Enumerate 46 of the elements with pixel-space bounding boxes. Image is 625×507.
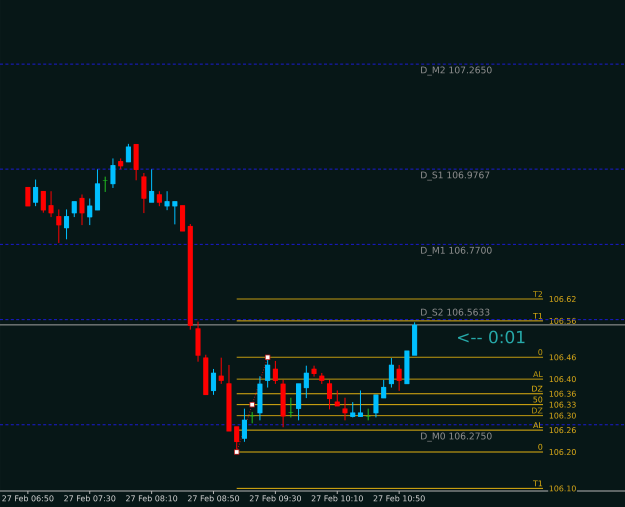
candlestick: [366, 408, 371, 421]
candlestick: [141, 172, 146, 214]
candlestick: [64, 208, 70, 240]
ref-line-label: D_M0 106.2750: [421, 432, 492, 442]
candlestick: [381, 379, 386, 399]
candlestick: [87, 198, 92, 226]
candlestick: [48, 190, 54, 218]
ref-line-label: D_S2 106.5633: [421, 308, 490, 318]
candlestick: [373, 394, 378, 418]
candlestick: [358, 390, 364, 418]
candlestick: [79, 194, 85, 226]
candlestick: [350, 402, 356, 418]
candlestick: [118, 158, 124, 170]
candlestick: [288, 397, 294, 418]
candlestick: [242, 408, 247, 442]
candlestick: [149, 168, 154, 203]
candlestick: [250, 411, 255, 424]
candlestick: [319, 372, 324, 384]
ref-line-label: D_S1 106.9767: [421, 171, 490, 180]
candlestick: [156, 190, 162, 207]
annotation: <-- 0:01: [458, 330, 524, 344]
candlestick: [334, 390, 340, 407]
point: [234, 449, 240, 455]
candlestick: [304, 365, 309, 399]
candlestick: [126, 143, 131, 163]
ref-line-label: D_M2 107.2650: [421, 66, 492, 76]
candlestick: [102, 176, 108, 192]
candlestick: [272, 360, 278, 384]
candlestick: [164, 190, 170, 211]
candlestick: [40, 190, 46, 214]
candlestick: [388, 358, 394, 388]
candlestick: [110, 158, 116, 188]
point: [249, 402, 255, 408]
candlestick: [218, 357, 224, 384]
candlestick: [56, 208, 62, 244]
candlestick: [172, 200, 178, 225]
point: [264, 354, 270, 360]
candlestick: [25, 186, 30, 207]
candlestick: [326, 379, 332, 410]
candlestick: [312, 365, 317, 378]
ref-line-label: D_M1 106.7700: [421, 246, 492, 256]
candlestick: [33, 179, 38, 207]
candlestick: [210, 368, 216, 396]
candlestick: [342, 397, 348, 421]
candlestick: [72, 200, 77, 218]
candlestick: [396, 364, 402, 392]
